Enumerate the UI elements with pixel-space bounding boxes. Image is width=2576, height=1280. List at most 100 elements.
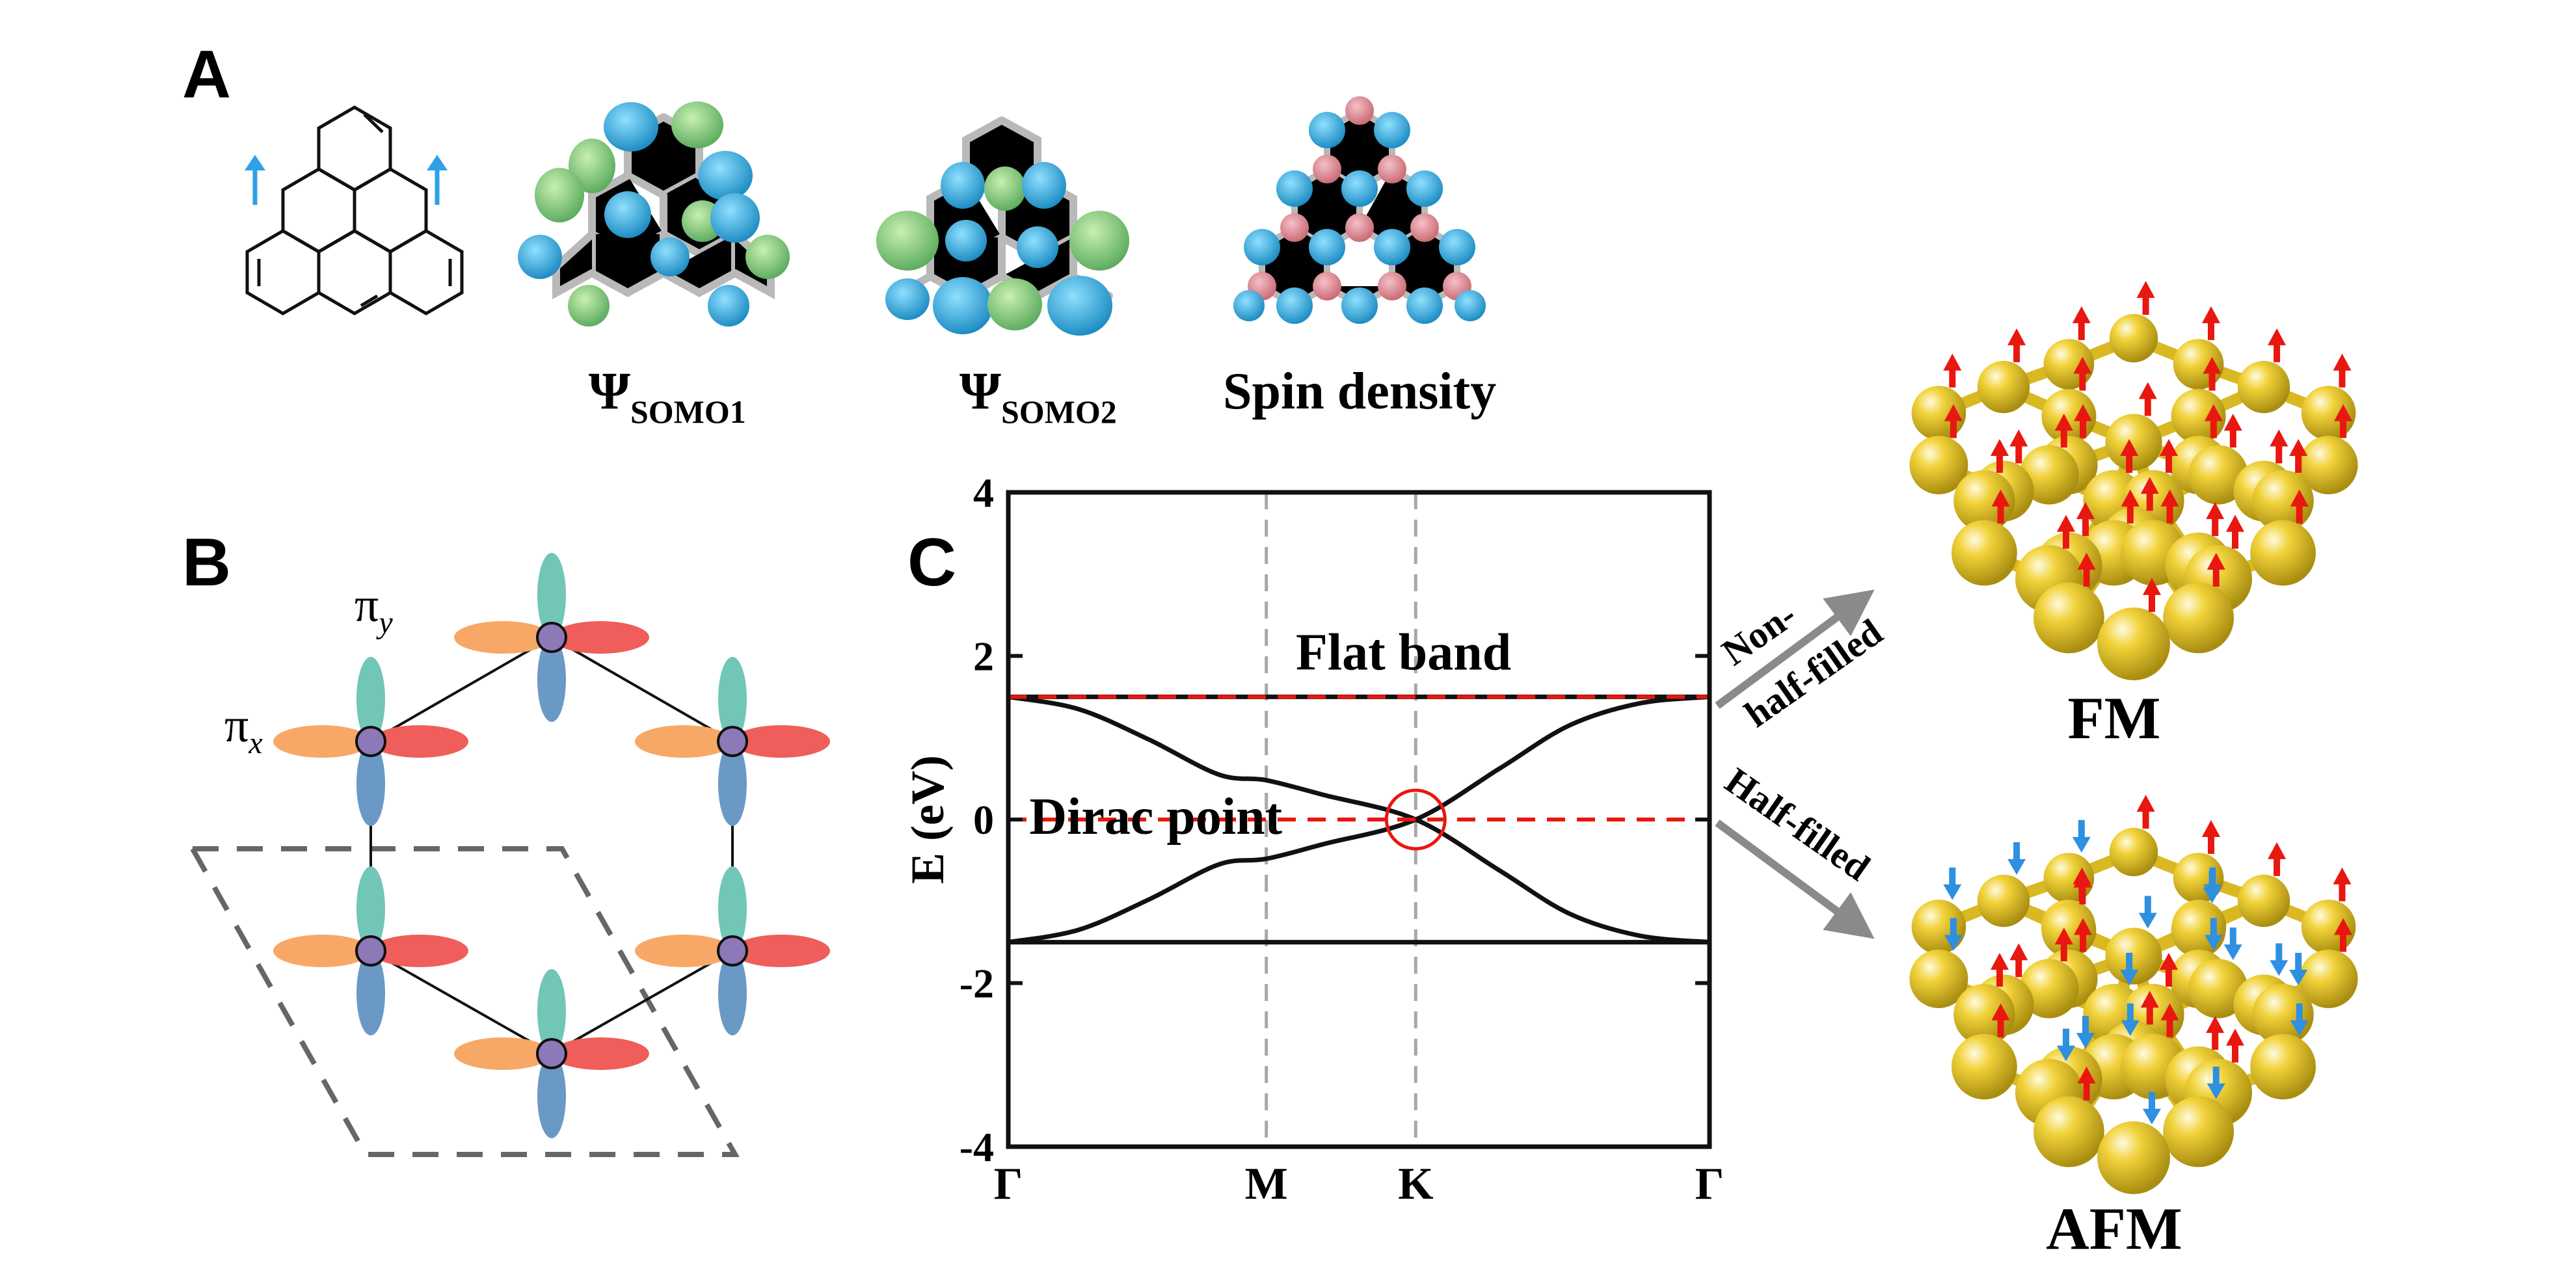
spin-up-arrow-icon bbox=[2054, 414, 2073, 448]
lattice-atom bbox=[2105, 414, 2162, 471]
spin-up-arrow-icon bbox=[2160, 1003, 2179, 1037]
spin-up-arrow-icon bbox=[2077, 1066, 2096, 1100]
fm-lattice-image bbox=[1909, 280, 2358, 680]
lattice-atom bbox=[1911, 900, 1966, 954]
spin-up-arrow-icon bbox=[1991, 438, 2009, 473]
spin-up-arrow-icon bbox=[1943, 353, 1962, 388]
somo2-label: ΨSOMO2 bbox=[959, 361, 1117, 430]
spin-up-arrow-right-icon bbox=[427, 155, 448, 205]
lattice-atom bbox=[1977, 874, 2030, 927]
spin-up-arrow-icon bbox=[2290, 489, 2309, 524]
x-tick-label: K bbox=[1398, 1159, 1433, 1209]
orbital-site bbox=[273, 657, 468, 826]
panel-a: A bbox=[182, 37, 1496, 430]
orbital-site bbox=[635, 657, 830, 826]
spin-up-arrow-icon bbox=[2007, 328, 2026, 362]
y-tick-label: -4 bbox=[959, 1124, 994, 1170]
spin-up-arrow-icon bbox=[2268, 842, 2287, 876]
spin-up-arrow-icon bbox=[2074, 918, 2093, 952]
lattice-atom bbox=[2033, 582, 2104, 654]
x-tick-label: Γ bbox=[1695, 1159, 1724, 1209]
label-half-filled: Half-filled bbox=[1718, 759, 1878, 888]
spin-up-arrow-icon bbox=[2140, 477, 2159, 511]
spin-up-arrow-icon bbox=[2076, 502, 2095, 537]
spin-down-arrow-icon bbox=[2076, 1016, 2095, 1049]
y-tick-label: -2 bbox=[959, 961, 994, 1007]
orbital-sites bbox=[273, 553, 830, 1138]
spin-up-arrow-left-icon bbox=[245, 155, 265, 205]
lattice-node bbox=[717, 726, 748, 757]
band-series-1 bbox=[1008, 694, 1710, 945]
spin-up-arrow-icon bbox=[2057, 514, 2075, 549]
panel-d: Non- half-filled Half-filled FM AFM bbox=[1714, 280, 2358, 1262]
y-tick-label: 2 bbox=[973, 633, 994, 680]
spin-up-arrow-icon bbox=[2072, 306, 2091, 340]
somo1-label: ΨSOMO1 bbox=[589, 361, 746, 430]
spin-up-arrow-icon bbox=[2054, 927, 2073, 962]
spin-up-arrow-icon bbox=[2138, 382, 2157, 416]
spin-up-arrow-icon bbox=[2073, 356, 2092, 391]
spin-up-arrow-icon bbox=[2120, 438, 2139, 473]
panel-label-b: B bbox=[182, 525, 231, 600]
spin-up-arrow-icon bbox=[2074, 404, 2093, 438]
somo1-orbital-image bbox=[518, 101, 790, 327]
lattice-atom bbox=[2237, 360, 2290, 414]
lattice-atom bbox=[1952, 1033, 2017, 1100]
orbital-site bbox=[454, 969, 649, 1138]
lattice-atom bbox=[2163, 582, 2234, 654]
pi-y-label: πy bbox=[355, 579, 393, 640]
spin-down-arrow-icon bbox=[2207, 1066, 2225, 1099]
lattice-atom bbox=[2299, 950, 2358, 1008]
spin-up-arrow-icon bbox=[2289, 438, 2308, 473]
spin-down-arrow-icon bbox=[2204, 918, 2223, 951]
spin-up-arrow-icon bbox=[2226, 1028, 2244, 1063]
spin-up-arrow-icon bbox=[2121, 489, 2140, 524]
label-non-half-filled-line1: Non- bbox=[1714, 593, 1804, 673]
spin-up-arrow-icon bbox=[2334, 918, 2353, 952]
spin-up-arrow-icon bbox=[2226, 514, 2244, 549]
x-tick-label: Γ bbox=[994, 1159, 1023, 1209]
spin-up-arrow-icon bbox=[1991, 489, 2010, 524]
spin-up-arrow-icon bbox=[1991, 1003, 2010, 1037]
spin-down-arrow-icon bbox=[2143, 1091, 2161, 1125]
lattice-atom bbox=[2033, 1096, 2104, 1167]
spin-up-arrow-icon bbox=[2009, 429, 2028, 464]
orbital-site bbox=[635, 866, 830, 1035]
lattice-atom bbox=[2019, 959, 2079, 1019]
spin-up-arrow-icon bbox=[2333, 867, 2352, 901]
flat-band-annotation: Flat band bbox=[1296, 624, 1511, 681]
spin-density-label: Spin density bbox=[1223, 363, 1496, 420]
lattice-node bbox=[355, 726, 386, 757]
panel-label-c: C bbox=[907, 525, 956, 600]
lattice-atom bbox=[2109, 827, 2158, 877]
spin-up-arrow-icon bbox=[2201, 306, 2220, 340]
lattice-node bbox=[536, 622, 567, 653]
fm-label: FM bbox=[2067, 685, 2160, 751]
lattice-node bbox=[355, 935, 386, 967]
spin-down-arrow-icon bbox=[1944, 918, 1963, 951]
somo2-orbital-image bbox=[876, 116, 1129, 336]
band-structure-chart: -4 -2 0 2 4 Γ M K Γ E (eV) Flat band Dirac point bbox=[902, 470, 1724, 1209]
afm-lattice-image bbox=[1909, 794, 2358, 1194]
spin-down-arrow-icon bbox=[2289, 952, 2308, 985]
triangulene-structure bbox=[245, 105, 464, 315]
y-tick-label: 0 bbox=[973, 797, 994, 843]
lattice-atom bbox=[2097, 607, 2170, 680]
lattice-atom bbox=[2188, 959, 2248, 1019]
spin-up-arrow-icon bbox=[2223, 414, 2242, 448]
spin-up-arrow-icon bbox=[1991, 952, 2009, 987]
pi-x-label: πx bbox=[224, 699, 263, 760]
spin-up-arrow-icon bbox=[2160, 489, 2179, 524]
spin-up-arrow-icon bbox=[2201, 820, 2220, 854]
spin-up-arrow-icon bbox=[2136, 794, 2155, 829]
lattice-atom bbox=[2250, 520, 2316, 586]
lattice-atom bbox=[2188, 445, 2248, 505]
spin-up-arrow-icon bbox=[2334, 404, 2353, 438]
spin-up-arrow-icon bbox=[2203, 356, 2221, 391]
spin-up-arrow-icon bbox=[2206, 502, 2225, 537]
spin-down-arrow-icon bbox=[2290, 1003, 2309, 1036]
spin-down-arrow-icon bbox=[1943, 867, 1962, 900]
lattice-atom bbox=[2171, 903, 2226, 957]
arrow-half-filled: Half-filled bbox=[1715, 759, 1878, 939]
